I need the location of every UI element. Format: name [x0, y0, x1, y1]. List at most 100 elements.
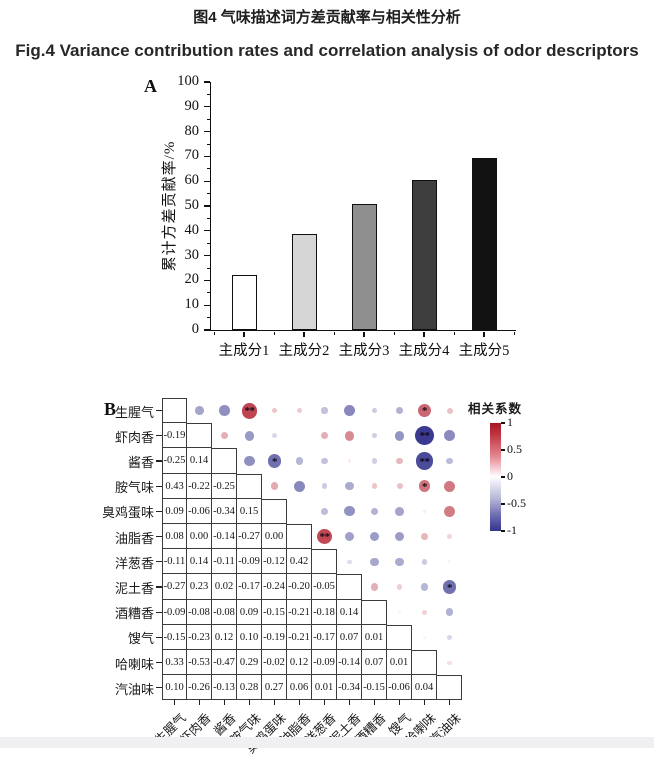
corr-circle-0-6	[321, 407, 328, 414]
corr-circle-3-10	[418, 480, 431, 493]
matrix-cell-0-0	[162, 398, 187, 424]
matrix-cell-10-0: 0.33	[162, 650, 187, 676]
matrix-cell-9-3: 0.10	[237, 624, 262, 650]
y-tick	[204, 304, 210, 306]
corr-circle-0-9	[395, 406, 404, 415]
corr-circle-5-6	[316, 528, 333, 545]
matrix-cell-7-6: -0.05	[312, 574, 337, 600]
row-label-1: 虾肉香	[114, 429, 154, 445]
matrix-cell-4-0: 0.09	[162, 498, 187, 524]
col-tick	[223, 700, 226, 706]
matrix-cell-9-4: -0.19	[262, 624, 287, 650]
significance-stars: *	[447, 581, 453, 594]
matrix-cell-5-0: 0.08	[162, 524, 187, 550]
matrix-cell-6-6	[312, 549, 337, 575]
col-tick	[373, 700, 376, 706]
matrix-cell-5-2: -0.14	[212, 524, 237, 550]
y-minor-tick	[206, 118, 210, 120]
y-tick	[204, 106, 210, 108]
corr-circle-10-11	[447, 660, 452, 665]
matrix-cell-9-1: -0.23	[187, 624, 212, 650]
y-tick	[204, 180, 210, 182]
corr-circle-1-7	[344, 430, 355, 441]
corr-circle-1-9	[394, 430, 405, 441]
matrix-cell-4-4	[262, 498, 287, 524]
corr-circle-0-1	[195, 406, 204, 415]
matrix-cell-10-4: -0.02	[262, 650, 287, 676]
y-tick-label: 30	[184, 246, 200, 263]
corr-circle-1-10	[415, 426, 434, 446]
row-label-5: 油脂香	[114, 530, 154, 546]
row-tick	[156, 636, 162, 638]
corr-circle-6-8	[370, 557, 379, 566]
corr-circle-7-11	[442, 580, 457, 594]
corr-circle-4-6	[321, 508, 328, 515]
matrix-cell-6-3: -0.09	[237, 549, 262, 575]
matrix-cell-7-1: 0.23	[187, 574, 212, 600]
corr-circle-4-9	[395, 507, 404, 516]
panel-a-label: A	[144, 76, 157, 96]
matrix-cell-11-7: -0.34	[337, 675, 362, 701]
x-tick	[423, 332, 425, 337]
panel-a-bar-chart: A 累计方差贡献率/% 0 10 20 30 40 50 60 70 80 90 100 主成分1 主成…	[100, 73, 570, 382]
matrix-cell-7-5: -0.20	[287, 574, 312, 600]
matrix-cell-11-10: 0.04	[412, 675, 437, 701]
corr-circle-0-8	[371, 407, 378, 414]
corr-circle-9-10	[422, 635, 427, 640]
corr-circle-4-8	[370, 507, 379, 516]
corr-circle-4-10	[422, 509, 427, 514]
matrix-cell-10-7: -0.14	[337, 650, 362, 676]
bar-pc3	[351, 203, 377, 330]
figure-title-cn: 图4 气味描述词方差贡献率与相关性分析	[193, 9, 461, 26]
bar-plot-area: 0 10 20 30 40 50 60 70 80 90 100 主成分1 主成分2 主成分3 主成分4 主成…	[177, 73, 516, 359]
x-minor-tick	[453, 332, 455, 335]
corr-circle-1-4	[272, 433, 277, 439]
matrix-cell-10-5: 0.12	[287, 650, 312, 676]
corr-circle-2-10	[415, 452, 434, 470]
x-tick-label-pc4: 主成分4	[398, 343, 450, 359]
y-tick-label: 0	[191, 321, 199, 337]
matrix-cell-9-2: 0.12	[212, 624, 237, 650]
corr-circle-0-10	[418, 404, 431, 418]
corr-circle-1-3	[244, 431, 255, 441]
x-tick-label-pc2: 主成分2	[278, 343, 330, 359]
matrix-cell-8-4: -0.15	[262, 599, 287, 625]
matrix-cell-7-0: -0.27	[162, 574, 187, 600]
corr-circle-3-9	[396, 483, 403, 490]
col-tick	[423, 700, 426, 706]
x-tick-label-pc1: 主成分1	[218, 343, 270, 359]
row-label-4: 臭鸡蛋味	[101, 505, 154, 521]
colorbar-tick-label: 1	[507, 415, 513, 429]
matrix-cell-8-8	[362, 599, 387, 625]
matrix-cell-8-2: -0.08	[212, 599, 237, 625]
matrix-cell-4-3: 0.15	[237, 498, 262, 524]
matrix-cell-6-0: -0.11	[162, 549, 187, 575]
corr-circle-6-9	[395, 557, 404, 566]
col-tick	[448, 700, 451, 706]
matrix-cell-1-1	[187, 423, 212, 449]
corr-circle-6-11	[447, 560, 452, 564]
colorbar-title: 相关系数	[468, 402, 523, 416]
matrix-cell-3-0: 0.43	[162, 473, 187, 499]
bar-pc2	[291, 233, 317, 330]
matrix-cell-8-5: -0.21	[287, 599, 312, 625]
row-label-10: 哈喇味	[114, 656, 154, 672]
y-minor-tick	[206, 193, 210, 195]
x-tick	[303, 332, 305, 337]
x-minor-tick	[213, 332, 215, 335]
corr-circle-3-7	[345, 482, 354, 491]
x-minor-tick	[333, 332, 335, 335]
panel-b-correlation-matrix: 生腥气 虾肉香 酱香 胺气味 臭鸡蛋味 油脂香 洋葱香 泥土香 酒糟香 馊气 哈喇味 汽油味 -0.19…	[0, 390, 654, 756]
y-tick	[204, 230, 210, 232]
corr-circle-9-11	[447, 635, 452, 640]
corr-circle-2-7	[347, 459, 352, 463]
figure-title-en: Fig.4 Variance contribution rates and co…	[15, 41, 639, 60]
matrix-cell-6-5: 0.42	[287, 549, 312, 575]
corr-circle-5-8	[369, 531, 380, 542]
corr-circle-1-6	[320, 432, 329, 440]
row-label-0: 生腥气	[114, 404, 154, 420]
corr-circle-2-4	[267, 454, 282, 468]
significance-stars: *	[422, 480, 428, 493]
corr-circle-8-11	[445, 608, 454, 616]
corr-circle-2-3	[244, 455, 255, 467]
